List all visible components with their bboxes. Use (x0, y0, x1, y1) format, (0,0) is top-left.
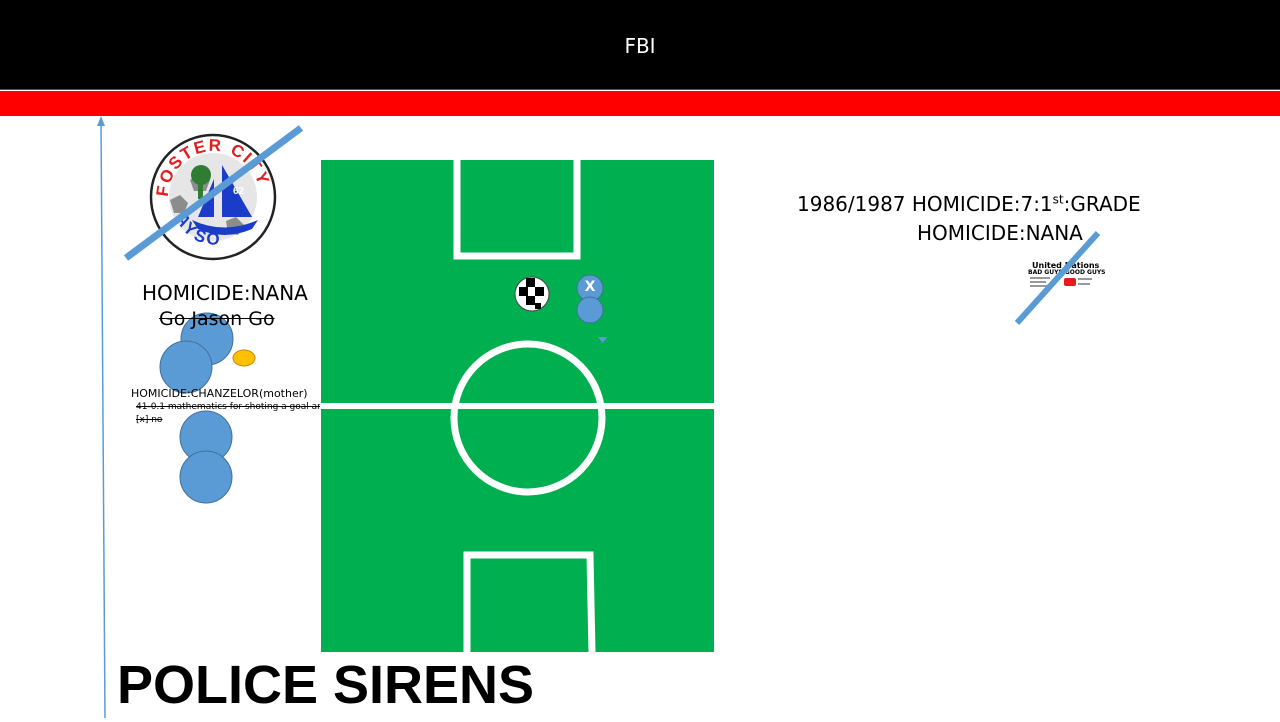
right-year-line: 1986/1987 HOMICIDE:7:1st:GRADE (797, 192, 1141, 216)
player-x-label: X (584, 279, 596, 295)
red-band (0, 91, 1280, 116)
math-note: 41-0.1 mathematics for shoting a goal an… (136, 402, 320, 412)
thumbnail-strike-line (1014, 230, 1101, 326)
vertical-arrow (97, 116, 106, 719)
lower-token-pair (179, 410, 233, 504)
header-title: FBI (624, 34, 656, 58)
go-jason-text: Go Jason Go (159, 308, 275, 330)
no-note: [x] no (136, 415, 163, 425)
logo-strike-line (123, 125, 304, 261)
right-year-suffix: :GRADE (1063, 192, 1141, 216)
direction-marker (598, 337, 607, 343)
soccer-field (321, 160, 714, 652)
player-token (576, 296, 604, 324)
right-homicide-nana: HOMICIDE:NANA (917, 221, 1083, 245)
left-homicide-nana: HOMICIDE:NANA (142, 281, 308, 305)
right-year-sup: st (1052, 192, 1064, 207)
top-goal-box (453, 160, 581, 260)
logo-badge-number: 62 (233, 186, 245, 197)
center-circle (450, 340, 606, 496)
bottom-goal-box (463, 551, 596, 652)
left-token-cluster (159, 312, 256, 394)
header-bar (0, 0, 1280, 90)
right-year-prefix: 1986/1987 HOMICIDE:7:1 (797, 192, 1053, 216)
soccer-ball (514, 276, 550, 312)
left-homicide-chanzelor: HOMICIDE:CHANZELOR(mother) (131, 387, 308, 400)
un-thumb-subtitle: BAD GUYS GOOD GUYS (1028, 269, 1106, 276)
police-sirens-title: POLICE SIRENS (117, 655, 535, 715)
